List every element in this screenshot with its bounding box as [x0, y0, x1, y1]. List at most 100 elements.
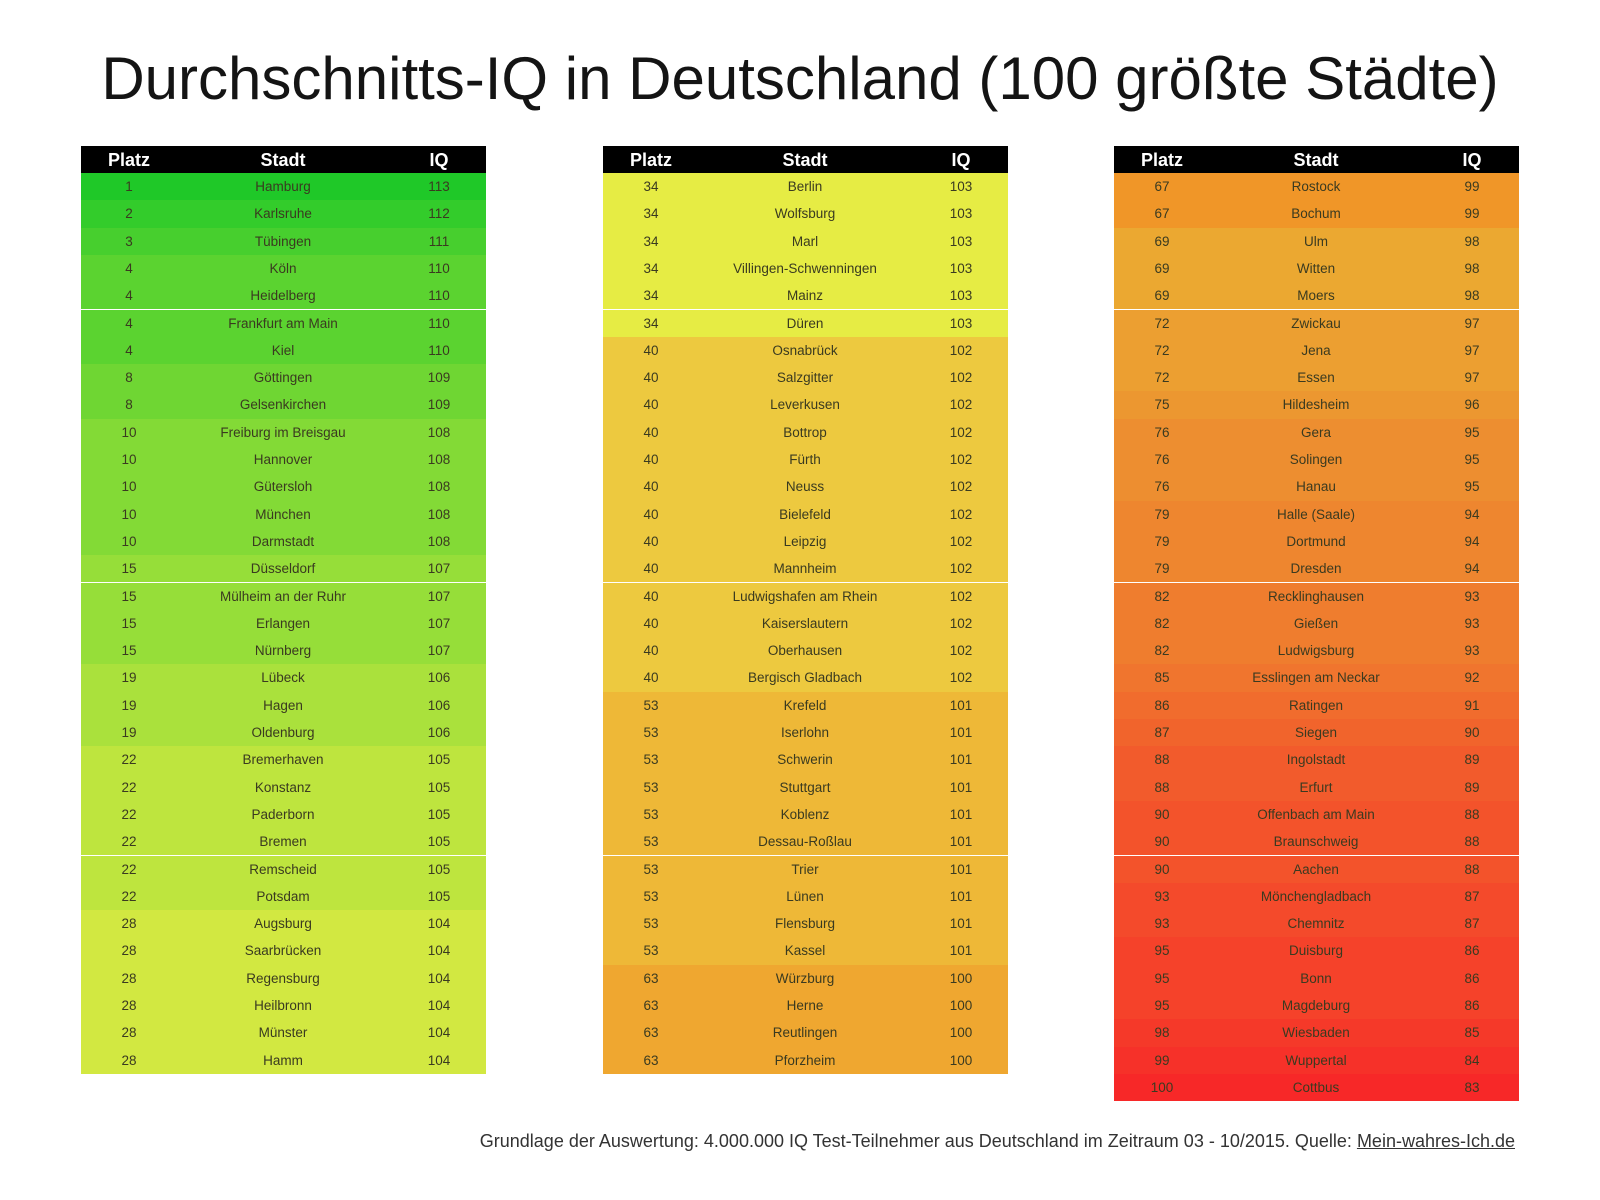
iq-cell: 96	[1464, 397, 1480, 413]
city-cell: Bonn	[1300, 970, 1332, 986]
rank-cell: 15	[121, 561, 137, 577]
city-cell: Rostock	[1291, 179, 1341, 194]
rank-cell: 53	[643, 697, 659, 713]
rank-cell: 76	[1154, 424, 1170, 440]
header-city: Stadt	[260, 150, 306, 170]
rank-cell: 87	[1154, 725, 1170, 740]
table-row: 15 Nürnberg 107	[81, 637, 486, 665]
iq-cell: 102	[949, 588, 973, 604]
city-cell: Hagen	[263, 697, 303, 713]
rank-cell: 88	[1154, 752, 1170, 768]
table-row: 69 Witten 98	[1114, 254, 1519, 283]
city-cell: Gera	[1300, 424, 1331, 440]
ranking-table-2: Platz Stadt IQ 34 Berlin 103 34 Wolfsburg 103…	[603, 146, 1008, 1096]
iq-cell: 97	[1464, 342, 1480, 358]
source-link[interactable]: Mein-wahres-Ich.de	[1356, 1131, 1515, 1151]
city-cell: Trier	[791, 861, 819, 877]
rank-cell: 98	[1154, 1025, 1170, 1041]
iq-cell: 101	[949, 888, 973, 904]
city-cell: Darmstadt	[251, 533, 315, 549]
table-row: 95 Bonn 86	[1114, 964, 1519, 992]
city-cell: Schwerin	[777, 752, 833, 768]
city-cell: Bottrop	[783, 424, 827, 440]
table-row: 95 Magdeburg 86	[1114, 992, 1519, 1020]
city-cell: Ludwigsburg	[1277, 643, 1355, 659]
iq-cell: 91	[1464, 697, 1480, 713]
iq-cell: 93	[1464, 588, 1480, 604]
iq-cell: 103	[949, 288, 973, 304]
iq-cell: 95	[1464, 479, 1480, 495]
rank-cell: 40	[643, 424, 659, 440]
rank-cell: 34	[643, 288, 659, 304]
rank-cell: 40	[643, 533, 659, 549]
city-cell: Koblenz	[780, 806, 830, 822]
table-row: 82 Recklinghausen 93	[1114, 582, 1519, 610]
iq-cell: 102	[949, 643, 973, 659]
table-row: 8 Göttingen 109	[81, 364, 486, 392]
table-row: 4 Kiel 110	[81, 336, 486, 365]
rank-cell: 75	[1154, 397, 1170, 413]
iq-cell: 101	[949, 725, 973, 740]
table-row: 10 Darmstadt 108	[81, 527, 486, 556]
rank-cell: 34	[643, 233, 659, 249]
rank-cell: 19	[121, 725, 137, 740]
city-cell: Kaiserslautern	[761, 615, 849, 631]
iq-cell: 84	[1464, 1052, 1480, 1068]
city-cell: Neuss	[785, 479, 825, 495]
ranking-table-3: Platz Stadt IQ 67 Rostock 99 67 Bochum 99 69 Ul…	[1114, 146, 1519, 1102]
table-row: 10 Hannover 108	[81, 446, 486, 474]
table-row: 40 Osnabrück 102	[603, 336, 1008, 365]
table-header: Platz Stadt IQ	[1114, 146, 1519, 173]
rank-cell: 28	[121, 998, 137, 1013]
iq-cell: 97	[1464, 315, 1480, 331]
city-cell: Cottbus	[1292, 1079, 1340, 1095]
rank-cell: 4	[125, 288, 133, 304]
table-row: 28 Saarbrücken 104	[81, 937, 486, 965]
iq-cell: 110	[428, 288, 450, 304]
rank-cell: 40	[643, 561, 659, 577]
iq-cell: 101	[949, 806, 973, 822]
city-cell: Erlangen	[255, 615, 311, 631]
rank-cell: 34	[643, 260, 659, 276]
city-cell: München	[255, 506, 311, 522]
iq-cell: 102	[949, 342, 973, 358]
city-cell: Paderborn	[251, 806, 315, 822]
rank-cell: 100	[1150, 1079, 1174, 1095]
iq-cell: 108	[427, 506, 451, 522]
table-row: 10 Freiburg im Breisgau 108	[81, 418, 486, 446]
table-row: 72 Jena 97	[1114, 336, 1519, 365]
city-cell: Wuppertal	[1285, 1052, 1347, 1068]
rank-cell: 22	[121, 861, 137, 877]
iq-cell: 102	[949, 533, 973, 549]
iq-cell: 103	[949, 206, 973, 222]
table-row: 19 Lübeck 106	[81, 664, 486, 692]
rank-cell: 72	[1154, 315, 1170, 331]
table-row: 63 Pforzheim 100	[603, 1046, 1008, 1074]
table-row: 75 Hildesheim 96	[1114, 391, 1519, 419]
rank-cell: 69	[1154, 233, 1170, 249]
iq-cell: 107	[427, 615, 451, 631]
rank-cell: 10	[121, 533, 137, 549]
rank-cell: 67	[1154, 206, 1170, 222]
iq-cell: 107	[427, 588, 451, 604]
city-cell: Villingen-Schwenningen	[733, 260, 877, 276]
rank-cell: 90	[1154, 834, 1170, 850]
iq-cell: 101	[949, 697, 973, 713]
iq-cell: 87	[1464, 916, 1480, 932]
rank-cell: 28	[121, 943, 137, 959]
iq-cell: 89	[1464, 779, 1480, 795]
city-cell: Wolfsburg	[774, 206, 836, 222]
city-cell: Fürth	[789, 452, 821, 467]
iq-cell: 102	[949, 424, 973, 440]
table-row: 40 Ludwigshafen am Rhein 102	[603, 582, 1008, 610]
city-cell: Halle (Saale)	[1276, 506, 1356, 522]
iq-cell: 98	[1464, 288, 1480, 304]
rank-cell: 82	[1154, 588, 1170, 604]
table-row: 4 Heidelberg 110	[81, 282, 486, 310]
rank-cell: 63	[643, 1052, 659, 1068]
table-row: 34 Villingen-Schwenningen 103	[603, 254, 1008, 283]
city-cell: Dortmund	[1286, 533, 1346, 549]
iq-cell: 108	[427, 424, 451, 440]
table-row: 4 Köln 110	[81, 254, 486, 283]
table-row: 19 Hagen 106	[81, 691, 486, 719]
